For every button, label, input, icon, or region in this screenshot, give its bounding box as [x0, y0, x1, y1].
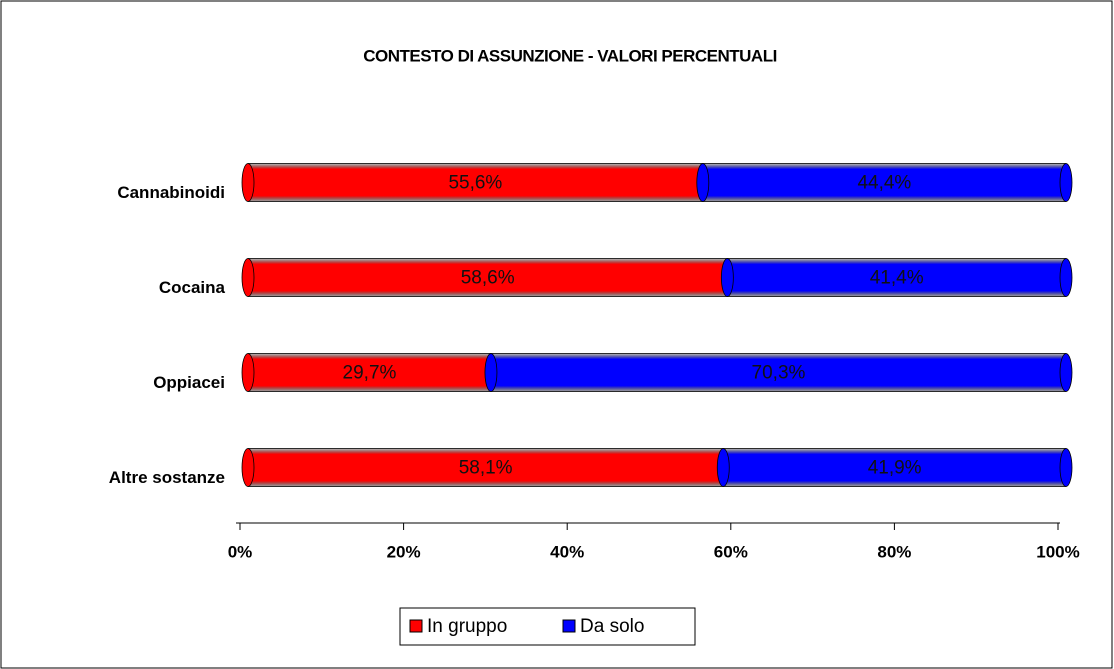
bar-segment	[702, 163, 1067, 202]
bar-cap	[241, 258, 255, 297]
data-label: 70,3%	[752, 363, 806, 384]
bar-cap	[484, 353, 498, 392]
bar-end	[1059, 448, 1073, 487]
x-tick-label: 0%	[228, 542, 253, 561]
bar-cap	[720, 258, 734, 297]
data-label: 55,6%	[448, 173, 502, 194]
data-label: 44,4%	[857, 173, 911, 194]
x-tick-label: 100%	[1036, 542, 1079, 561]
x-tick-label: 60%	[714, 542, 748, 561]
data-label: 58,1%	[459, 458, 513, 479]
legend-swatch	[562, 619, 576, 633]
bar-end	[1059, 258, 1073, 297]
x-tick-label: 40%	[550, 542, 584, 561]
bar-cap	[696, 163, 710, 202]
bar-cap	[716, 448, 730, 487]
legend-label: Da solo	[580, 616, 644, 637]
bar-segment	[490, 353, 1067, 392]
bar-cap	[241, 448, 255, 487]
y-tick-label: Oppiacei	[153, 373, 225, 392]
y-tick-label: Cocaina	[159, 278, 226, 297]
data-label: 58,6%	[461, 268, 515, 289]
bar-segment	[247, 353, 492, 392]
bar-segment	[247, 258, 728, 297]
bar-end	[1059, 163, 1073, 202]
legend-label: In gruppo	[427, 616, 507, 637]
x-tick-label: 20%	[387, 542, 421, 561]
data-label: 41,4%	[870, 268, 924, 289]
data-label: 29,7%	[343, 363, 397, 384]
bar-end	[1059, 353, 1073, 392]
chart-title: CONTESTO DI ASSUNZIONE - VALORI PERCENTU…	[363, 46, 777, 65]
data-label: 41,9%	[868, 458, 922, 479]
x-tick-label: 80%	[877, 542, 911, 561]
y-tick-label: Altre sostanze	[109, 468, 225, 487]
legend-box	[399, 607, 696, 646]
legend-swatch	[409, 619, 423, 633]
bar-cap	[241, 353, 255, 392]
bar-cap	[241, 163, 255, 202]
y-tick-label: Cannabinoidi	[117, 183, 225, 202]
